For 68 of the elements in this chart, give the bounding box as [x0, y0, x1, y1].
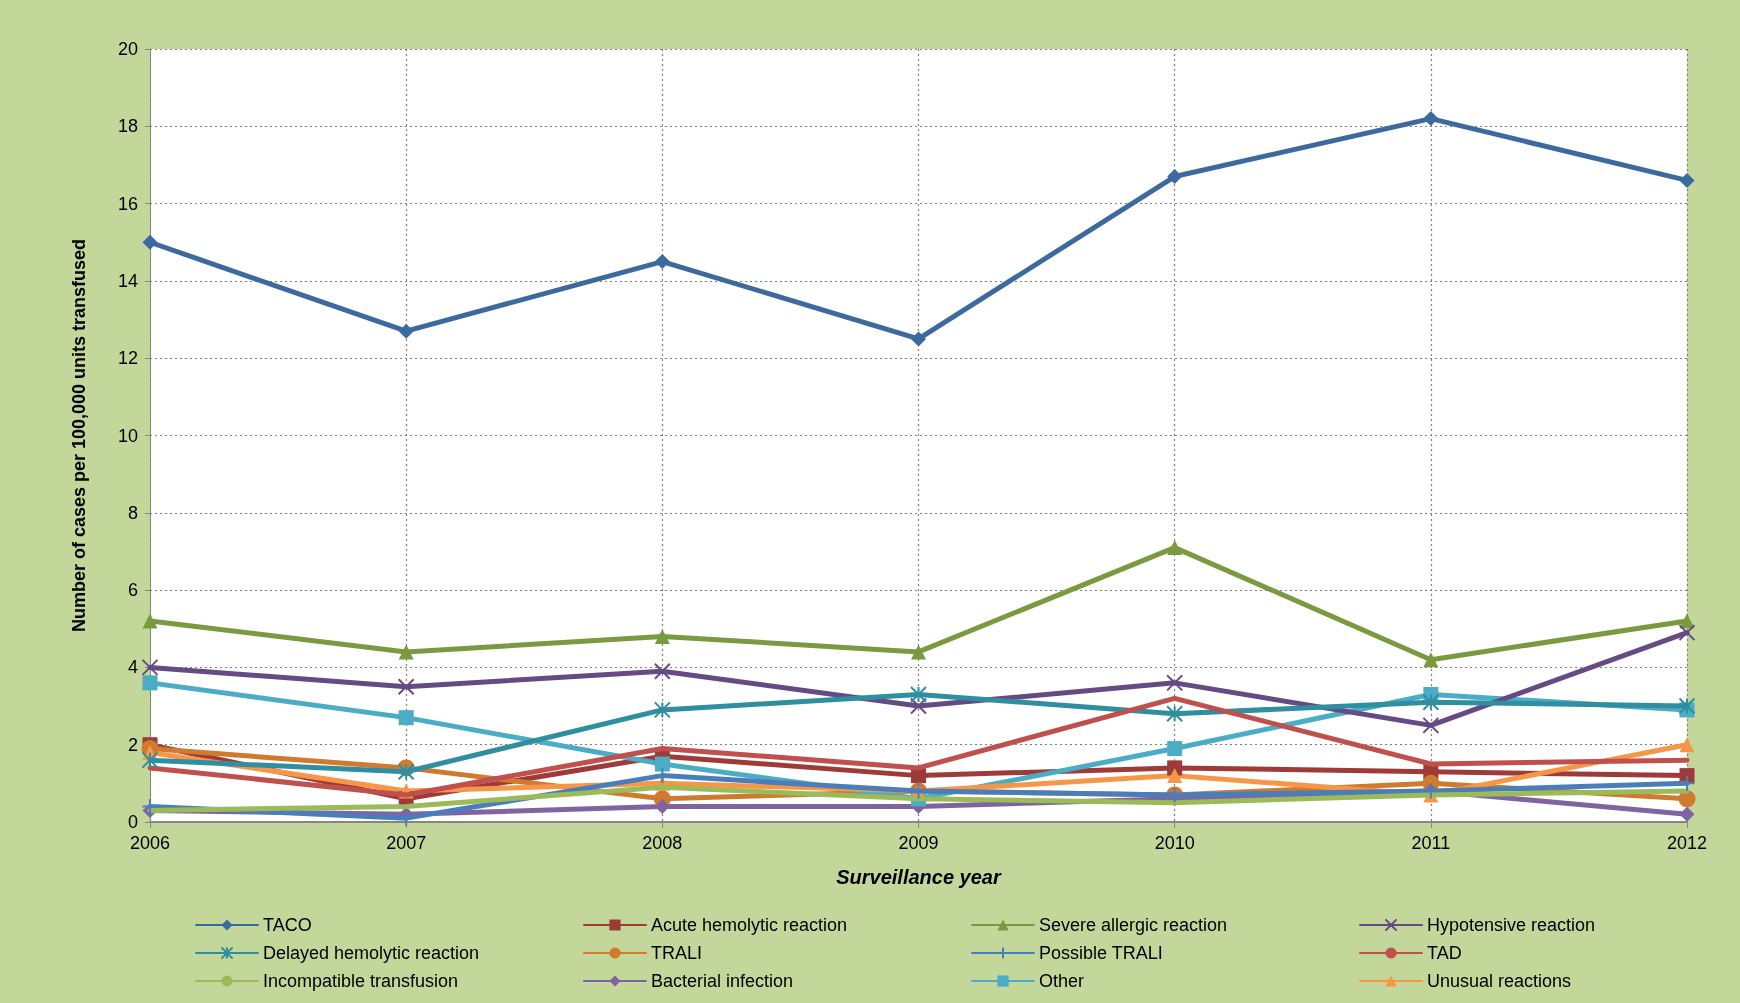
- y-tick-label: 8: [127, 502, 138, 523]
- y-tick-label: 14: [117, 270, 138, 291]
- point: [654, 756, 670, 772]
- x-tick-label: 2009: [898, 833, 939, 853]
- x-tick-label: 2006: [129, 833, 171, 853]
- y-tick-label: 4: [127, 657, 138, 678]
- y-axis-title: Number of cases per 100,000 units transfused: [69, 238, 89, 633]
- point: [142, 613, 158, 629]
- y-tick-label: 20: [117, 39, 138, 59]
- legend-label: Bacterial infection: [651, 971, 794, 991]
- y-tick-label: 16: [117, 193, 138, 214]
- point: [654, 628, 670, 644]
- x-axis-title: Surveillance year: [836, 866, 1002, 888]
- legend-label: Delayed hemolytic reaction: [263, 943, 480, 963]
- point: [397, 763, 415, 781]
- x-tick-label: 2008: [642, 833, 683, 853]
- point: [1679, 806, 1695, 822]
- point: [653, 701, 671, 719]
- point: [142, 675, 158, 691]
- point: [1166, 705, 1184, 723]
- y-tick-label: 0: [127, 812, 138, 832]
- legend-label: Hypotensive reaction: [1427, 915, 1596, 935]
- legend-label: TACO: [263, 915, 312, 935]
- point: [1422, 693, 1440, 711]
- point: [1679, 172, 1695, 188]
- x-tick-label: 2011: [1411, 833, 1451, 853]
- point: [1678, 697, 1696, 715]
- legend-label: Incompatible transfusion: [263, 971, 459, 991]
- point: [1167, 169, 1183, 185]
- legend-label: TAD: [1427, 943, 1462, 963]
- point: [1679, 737, 1695, 753]
- legend-label: Possible TRALI: [1039, 943, 1163, 963]
- point: [1423, 111, 1439, 127]
- point: [654, 799, 670, 815]
- point: [911, 331, 926, 347]
- y-tick-label: 12: [117, 348, 138, 369]
- point: [1423, 652, 1439, 668]
- y-tick-label: 10: [117, 425, 138, 446]
- x-tick-label: 2007: [386, 833, 427, 853]
- point: [1167, 540, 1183, 556]
- point: [1166, 674, 1184, 692]
- point: [398, 644, 414, 660]
- point: [398, 710, 414, 726]
- legend-label: Unusual reactions: [1427, 971, 1572, 991]
- point: [398, 323, 414, 339]
- point: [141, 658, 159, 676]
- point: [142, 234, 158, 250]
- legend-label: TRALI: [651, 943, 703, 963]
- y-tick-label: 18: [117, 116, 138, 137]
- point: [910, 697, 927, 715]
- point: [141, 798, 159, 816]
- point: [910, 685, 927, 703]
- point: [397, 678, 415, 696]
- point: [1422, 716, 1440, 734]
- y-tick-label: 2: [127, 734, 138, 755]
- point: [1167, 768, 1183, 784]
- point: [653, 662, 671, 680]
- legend-label: Acute hemolytic reaction: [651, 915, 848, 935]
- legend-label: Other: [1039, 971, 1085, 991]
- x-tick-label: 2012: [1666, 833, 1708, 853]
- y-tick-label: 6: [127, 580, 138, 601]
- point: [654, 254, 670, 270]
- point: [1167, 741, 1183, 757]
- point: [1678, 624, 1696, 642]
- point: [911, 644, 926, 660]
- point: [141, 751, 159, 769]
- legend-label: Severe allergic reaction: [1039, 915, 1228, 935]
- x-tick-label: 2010: [1154, 833, 1195, 853]
